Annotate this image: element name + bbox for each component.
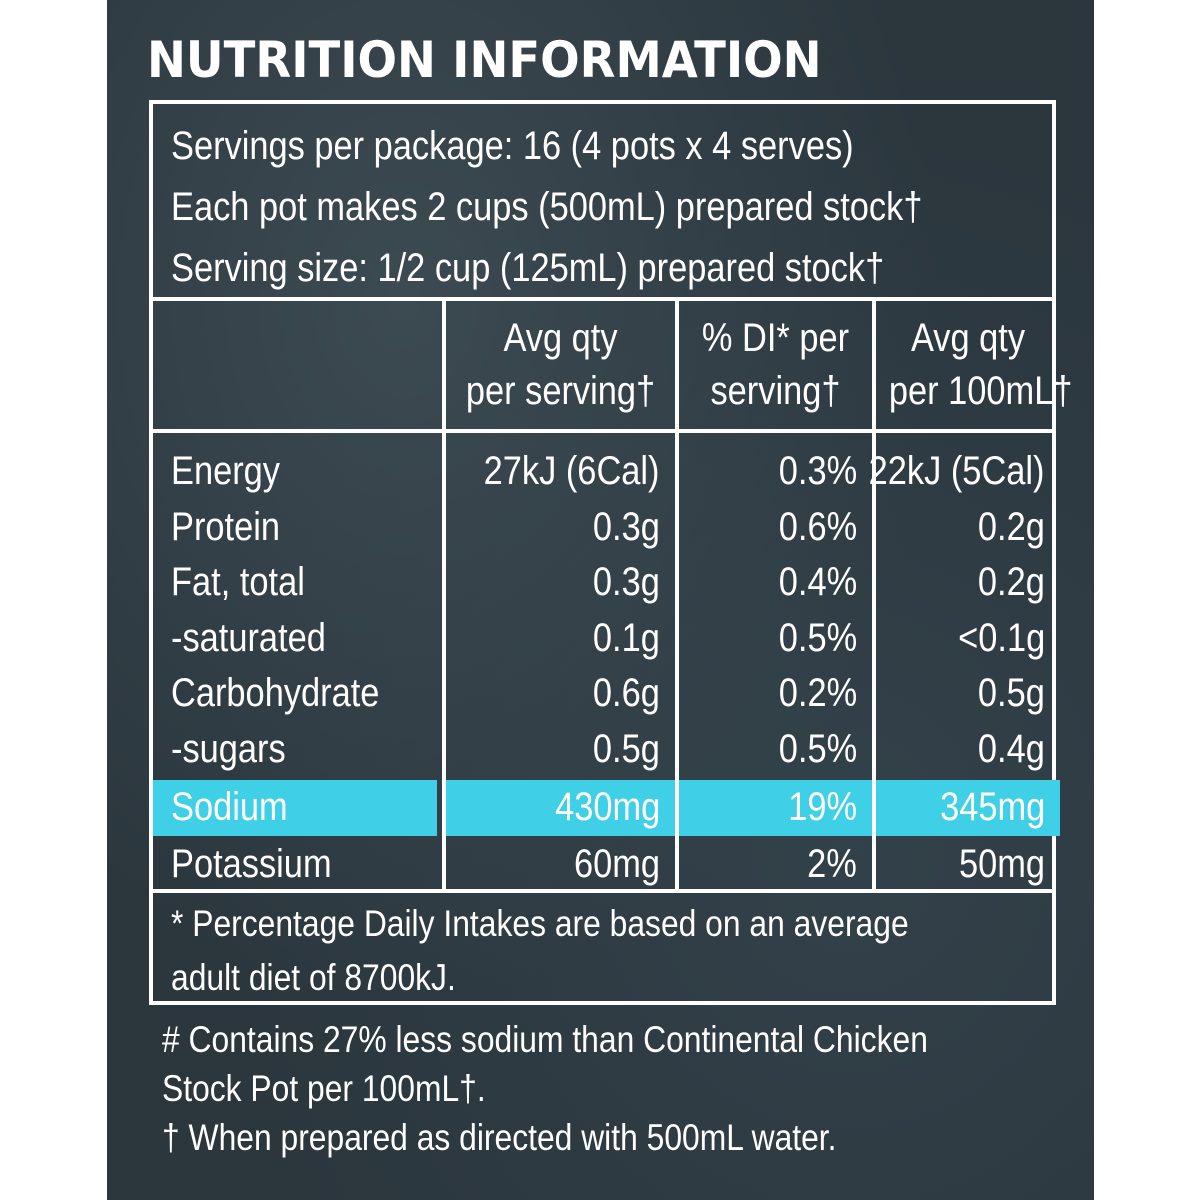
- nutrient-label: Carbohydrate: [171, 671, 380, 715]
- divider: [153, 429, 1052, 433]
- sodium-claim-footnote-cont: Stock Pot per 100mL†.: [162, 1068, 486, 1109]
- column-divider: [442, 299, 446, 889]
- page-title: NUTRITION INFORMATION: [147, 31, 822, 89]
- value-per-100ml: 0.2g: [978, 560, 1045, 604]
- value-di: 0.5%: [778, 726, 857, 771]
- value-di: 0.2%: [778, 671, 857, 715]
- value-per-serving: 0.1g: [593, 615, 660, 660]
- sodium-highlight: [876, 780, 1060, 836]
- value-per-serving: 0.6g: [593, 671, 660, 715]
- value-di: 0.6%: [778, 504, 857, 549]
- column-divider: [675, 299, 679, 889]
- value-per-100ml: 345mg: [939, 785, 1045, 829]
- value-per-100ml: <0.1g: [957, 615, 1045, 660]
- value-per-100ml: 50mg: [958, 841, 1045, 886]
- divider: [153, 297, 1052, 301]
- sodium-highlight: [679, 780, 872, 836]
- nutrition-table: Servings per package: 16 (4 pots x 4 ser…: [149, 100, 1072, 1005]
- value-di: 2%: [807, 841, 857, 886]
- nutrient-label: Potassium: [171, 841, 332, 886]
- preparation-footnote: † When prepared as directed with 500mL w…: [162, 1117, 837, 1158]
- column-divider: [872, 299, 876, 889]
- nutrition-panel: NUTRITION INFORMATION Servings per packa…: [107, 0, 1094, 1200]
- nutrient-label: Sodium: [171, 785, 288, 829]
- value-di: 0.5%: [778, 615, 857, 660]
- sodium-highlight: [446, 780, 675, 836]
- value-per-serving: 430mg: [554, 785, 660, 829]
- sodium-highlight: [153, 780, 437, 836]
- value-di: 19%: [788, 785, 857, 829]
- nutrient-label: Energy: [171, 449, 281, 493]
- serving-info: Servings per package: 16 (4 pots x 4 ser…: [171, 116, 928, 299]
- value-per-serving: 0.3g: [593, 560, 660, 604]
- nutrient-label: Protein: [171, 504, 281, 549]
- sodium-claim-footnote: # Contains 27% less sodium than Continen…: [162, 1019, 928, 1060]
- value-per-serving: 60mg: [573, 841, 660, 886]
- column-header-per-serving: Avg qty per serving†: [465, 316, 656, 413]
- pot-yield: Each pot makes 2 cups (500mL) prepared s…: [171, 185, 923, 229]
- value-per-100ml: 0.5g: [978, 671, 1045, 715]
- column-header-per-100ml: Avg qty per 100mL†: [888, 316, 1073, 413]
- value-per-100ml: 0.2g: [978, 504, 1045, 549]
- footnotes: # Contains 27% less sodium than Continen…: [162, 1015, 936, 1162]
- value-di: 0.3%: [778, 449, 857, 493]
- serving-size: Serving size: 1/2 cup (125mL) prepared s…: [171, 246, 885, 290]
- di-footnote: * Percentage Daily Intakes are based on …: [171, 903, 909, 998]
- value-per-serving: 0.5g: [593, 726, 660, 771]
- servings-per-package: Servings per package: 16 (4 pots x 4 ser…: [171, 124, 854, 168]
- nutrient-label: Fat, total: [171, 560, 305, 604]
- value-per-serving: 27kJ (6Cal): [484, 449, 660, 493]
- value-per-100ml: 22kJ (5Cal): [869, 449, 1045, 493]
- divider: [153, 889, 1052, 893]
- value-per-100ml: 0.4g: [978, 726, 1045, 771]
- nutrient-label: -sugars: [171, 726, 286, 771]
- value-per-serving: 0.3g: [593, 504, 660, 549]
- nutrient-label: -saturated: [171, 615, 326, 660]
- column-header-di: % DI* per serving†: [701, 316, 850, 413]
- value-di: 0.4%: [778, 560, 857, 604]
